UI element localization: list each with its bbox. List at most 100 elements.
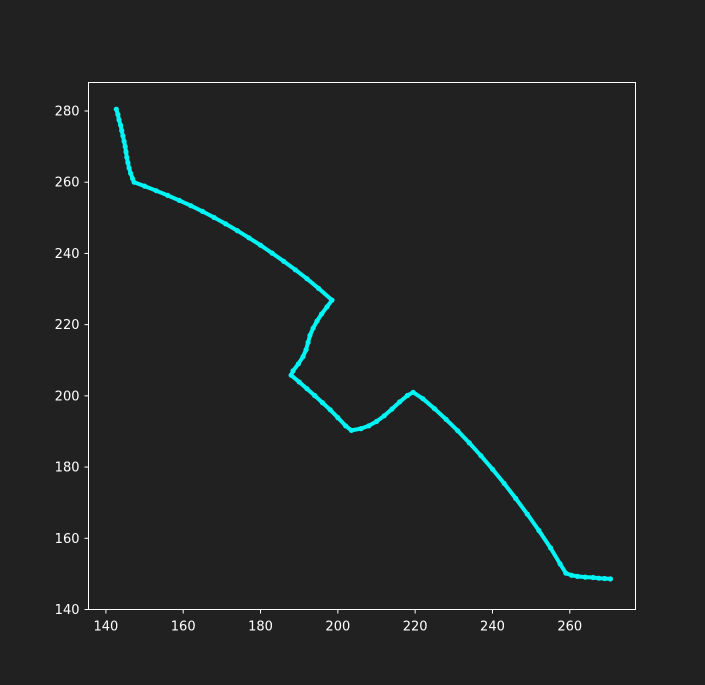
data-point (536, 527, 542, 534)
data-point (128, 170, 134, 176)
y-tick-label: 220 (55, 318, 80, 333)
data-point (324, 304, 330, 310)
data-point (489, 466, 496, 472)
data-point (223, 221, 229, 227)
data-point (304, 276, 310, 282)
data-point (119, 128, 125, 134)
data-point (569, 572, 575, 578)
data-point (366, 423, 372, 429)
data-point (607, 576, 614, 582)
data-point (348, 427, 354, 433)
data-point (314, 318, 320, 324)
x-tick-label: 220 (403, 620, 428, 635)
x-tick-label: 240 (480, 620, 505, 635)
data-point (199, 208, 206, 214)
y-tick-label: 180 (55, 461, 80, 476)
data-point (310, 325, 316, 331)
data-point (303, 347, 309, 353)
data-point (431, 406, 438, 412)
data-point (358, 426, 364, 432)
data-point (381, 413, 387, 419)
data-point (329, 297, 335, 303)
data-point (292, 267, 298, 273)
data-point (116, 117, 122, 123)
data-point (335, 415, 341, 421)
data-point (234, 228, 240, 234)
data-point (443, 416, 449, 422)
x-tick-label: 180 (248, 620, 273, 635)
data-point (121, 138, 127, 144)
data-point (582, 574, 588, 580)
data-point (305, 339, 311, 345)
data-point (574, 573, 581, 580)
data-point (304, 386, 310, 392)
x-tick-label: 260 (557, 620, 582, 635)
data-point (176, 197, 182, 203)
data-point (420, 396, 426, 402)
data-point (153, 188, 159, 194)
y-axis: 140 160 180 200 220 240 260 280 (55, 104, 89, 618)
plot-area (113, 106, 614, 582)
data-point (307, 332, 313, 338)
data-point (373, 418, 380, 425)
data-point (513, 495, 519, 501)
data-point (211, 214, 217, 221)
data-point (319, 400, 325, 406)
y-tick-label: 140 (55, 603, 80, 618)
y-tick-label: 200 (55, 389, 80, 404)
data-point (113, 106, 119, 112)
data-point (188, 203, 194, 209)
data-point (125, 160, 131, 166)
data-point (455, 428, 461, 434)
x-axis: 140 160 180 200 220 240 260 (93, 609, 582, 635)
y-tick-label: 240 (55, 247, 80, 262)
data-point (165, 192, 171, 198)
y-tick-label: 160 (55, 532, 80, 547)
x-tick-label: 200 (325, 620, 350, 635)
x-tick-label: 160 (171, 620, 196, 635)
data-point (410, 389, 416, 395)
data-point (602, 575, 608, 582)
x-tick-label: 140 (93, 620, 118, 635)
data-point (300, 354, 306, 360)
data-point (389, 406, 395, 412)
data-point (288, 372, 294, 378)
data-point (547, 545, 554, 551)
data-point (123, 149, 129, 155)
data-point (319, 311, 325, 317)
data-point (312, 392, 318, 399)
data-point (296, 379, 302, 385)
data-point (281, 258, 287, 264)
data-point (343, 423, 349, 429)
data-point (590, 574, 596, 581)
data-point (563, 570, 569, 576)
data-point (596, 575, 602, 581)
data-point (142, 183, 148, 189)
data-point (327, 407, 333, 413)
data-point (524, 511, 530, 517)
data-point (295, 361, 301, 367)
y-tick-label: 280 (55, 104, 80, 119)
data-point (246, 235, 252, 241)
data-point (397, 399, 403, 405)
data-point (501, 480, 507, 486)
data-point (124, 154, 130, 160)
data-point (122, 144, 128, 150)
data-point (131, 179, 137, 185)
data-point (315, 285, 322, 291)
data-point (257, 242, 264, 248)
data-point (269, 250, 275, 256)
data-point (120, 133, 126, 139)
data-point (126, 165, 132, 171)
data-point (404, 392, 410, 399)
data-point (478, 453, 484, 459)
data-point (290, 368, 296, 374)
data-point (118, 122, 124, 128)
data-point (115, 111, 121, 118)
axes-frame (88, 82, 636, 610)
y-tick-label: 260 (55, 176, 80, 191)
data-point (466, 440, 472, 446)
data-point (557, 561, 563, 567)
